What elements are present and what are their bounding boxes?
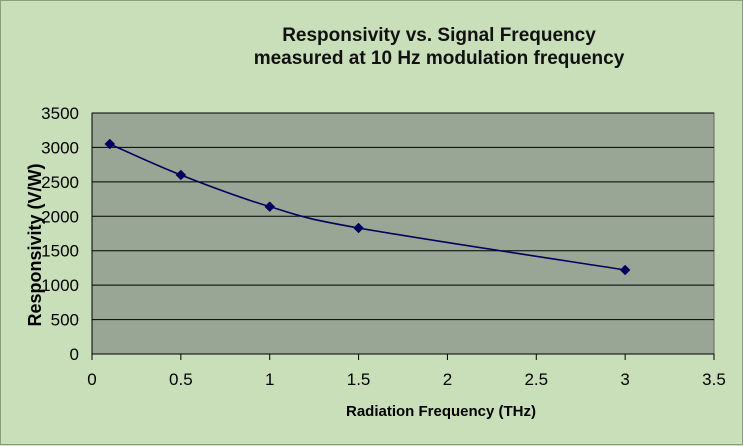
grid-lines — [91, 112, 715, 360]
x-tick-labels: 0 0.5 1 1.5 2 2.5 3 3.5 — [87, 370, 726, 389]
y-tick-labels: 0 500 1000 1500 2000 2500 3000 3500 — [41, 104, 79, 364]
x-axis-label: Radiation Frequency (THz) — [346, 403, 536, 420]
y-tick-label: 1000 — [41, 276, 79, 295]
data-point — [264, 201, 276, 212]
y-tick-label: 2000 — [41, 207, 79, 226]
x-tick-label: 2.5 — [524, 370, 548, 389]
x-tick-label: 0.5 — [169, 370, 193, 389]
y-tick-label: 500 — [51, 311, 79, 330]
data-point — [619, 264, 631, 276]
x-tick-label: 0 — [87, 370, 96, 389]
chart-title: Responsivity vs. Signal Frequency — [282, 25, 596, 46]
data-point — [175, 169, 187, 181]
x-tick-label: 2 — [443, 370, 452, 389]
chart-subtitle: measured at 10 Hz modulation frequency — [254, 48, 625, 69]
data-series — [104, 138, 631, 276]
x-tick-label: 1.5 — [347, 370, 371, 389]
y-axis-label: Responsivity (V/W) — [25, 163, 45, 326]
data-point — [104, 138, 116, 150]
x-tick-label: 1 — [265, 370, 274, 389]
y-tick-label: 2500 — [41, 173, 79, 192]
x-tick-label: 3 — [620, 370, 629, 389]
series-line — [109, 143, 626, 271]
y-tick-label: 3000 — [41, 138, 79, 157]
plot-area — [91, 112, 715, 355]
data-point — [353, 222, 364, 234]
y-tick-label: 3500 — [41, 104, 79, 123]
y-tick-label: 1500 — [41, 242, 79, 261]
x-tick-label: 3.5 — [702, 370, 726, 389]
y-tick-label: 0 — [70, 345, 79, 364]
